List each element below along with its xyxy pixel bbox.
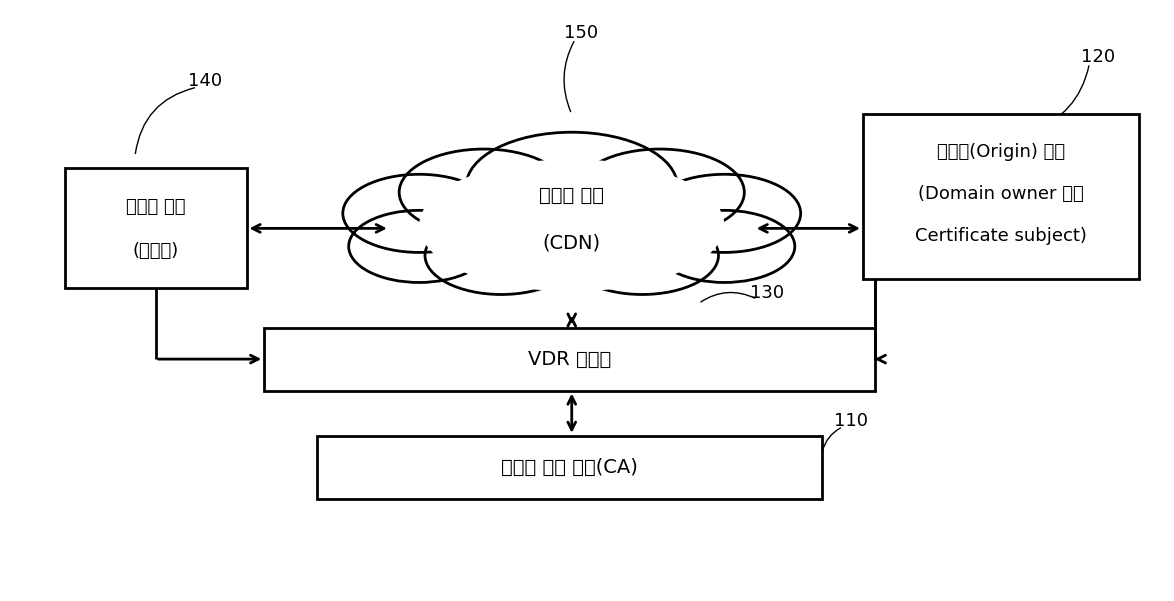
Circle shape xyxy=(648,174,801,252)
Text: 130: 130 xyxy=(749,284,784,302)
Circle shape xyxy=(575,149,744,236)
Circle shape xyxy=(343,174,495,252)
Circle shape xyxy=(425,216,578,294)
Circle shape xyxy=(399,149,568,236)
Text: 110: 110 xyxy=(835,412,868,430)
FancyBboxPatch shape xyxy=(317,436,822,499)
Text: Certificate subject): Certificate subject) xyxy=(915,227,1087,245)
Circle shape xyxy=(654,210,795,282)
FancyBboxPatch shape xyxy=(65,168,247,288)
Text: VDR 저장소: VDR 저장소 xyxy=(528,350,610,368)
Text: 120: 120 xyxy=(1080,48,1115,66)
Text: 사용자 단말: 사용자 단말 xyxy=(126,198,185,216)
Text: (Domain owner 또는: (Domain owner 또는 xyxy=(918,185,1084,203)
FancyBboxPatch shape xyxy=(264,328,875,391)
Text: 150: 150 xyxy=(564,24,599,42)
Circle shape xyxy=(466,132,677,240)
Circle shape xyxy=(501,216,642,288)
Text: 인증서 발행 서버(CA): 인증서 발행 서버(CA) xyxy=(501,458,637,477)
Text: 호스팅 서버: 호스팅 서버 xyxy=(539,186,605,205)
FancyBboxPatch shape xyxy=(863,114,1139,279)
Ellipse shape xyxy=(419,159,724,291)
Text: 140: 140 xyxy=(188,72,223,90)
Text: (CDN): (CDN) xyxy=(542,234,601,253)
Text: (검증인): (검증인) xyxy=(133,242,178,260)
Circle shape xyxy=(566,216,718,294)
Circle shape xyxy=(349,210,490,282)
Text: 오리진(Origin) 서버: 오리진(Origin) 서버 xyxy=(937,143,1065,160)
